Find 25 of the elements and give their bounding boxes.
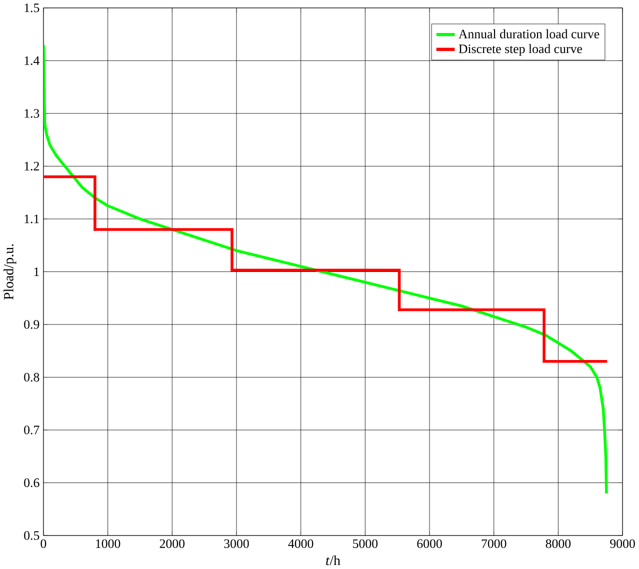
x-tick-label: 1000 (96, 539, 120, 548)
x-tick-label: 5000 (353, 539, 378, 548)
x-tick-label: 8000 (546, 539, 571, 548)
y-tick-label: 1 (34, 268, 39, 276)
x-tick-label: 6000 (417, 539, 442, 548)
y-tick-label: 1.4 (24, 56, 40, 66)
x-tick-label: 4000 (288, 539, 314, 548)
x-tick-label: 0 (40, 539, 46, 548)
y-tick-label: 0.9 (24, 320, 40, 329)
legend-label: Annual duration load curve (458, 29, 600, 38)
y-tick-label: 0.8 (24, 372, 40, 382)
y-tick-label: 0.7 (24, 426, 40, 435)
x-tick-label: 9000 (610, 539, 635, 548)
legend-label: Discrete step load curve (458, 44, 582, 56)
x-tick-label: 2000 (160, 539, 185, 548)
x-tick-label: 7000 (482, 539, 506, 548)
x-tick-label: 3000 (224, 539, 249, 548)
y-tick-label: 1.2 (24, 162, 39, 171)
y-axis-title: Pload/p.u. (4, 244, 16, 300)
x-axis-title: t/h (326, 555, 340, 566)
y-tick-label: 1.5 (24, 4, 40, 12)
y-tick-label: 1.1 (24, 214, 39, 224)
y-tick-label: 0.6 (24, 478, 40, 488)
y-tick-label: 0.5 (24, 531, 40, 540)
y-tick-label: 1.3 (24, 109, 40, 118)
